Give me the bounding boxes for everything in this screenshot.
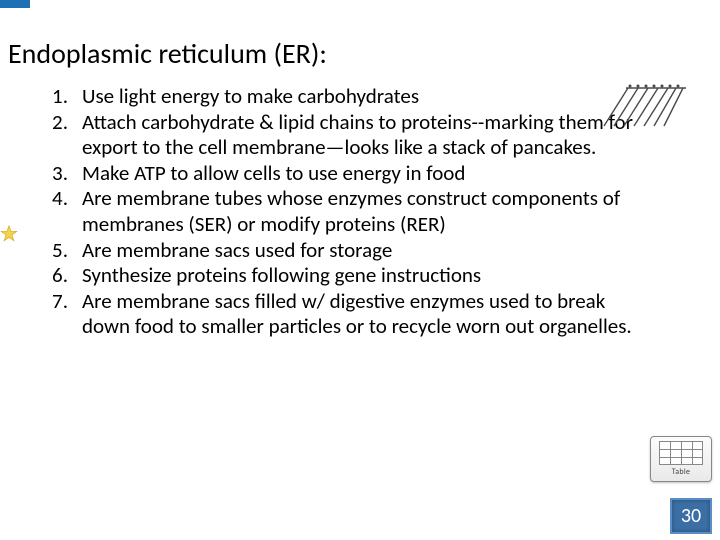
list-text: Are membrane sacs filled w/ digestive en… — [70, 289, 642, 340]
list-text: Use light energy to make carbohydrates — [70, 84, 642, 110]
accent-bar — [0, 0, 30, 8]
list-number: 1. — [42, 84, 70, 110]
list-text: Are membrane sacs used for storage — [70, 238, 642, 264]
table-button[interactable]: Table — [650, 436, 712, 482]
page-number-badge: 30 — [670, 498, 712, 534]
list-item: 1. Use light energy to make carbohydrate… — [42, 84, 642, 110]
table-grid-icon — [659, 441, 703, 465]
list-item: 4. Are membrane tubes whose enzymes cons… — [42, 186, 642, 237]
list-number: 5. — [42, 238, 70, 264]
er-diagram-icon — [568, 82, 688, 128]
list-number: 4. — [42, 186, 70, 212]
list-number: 6. — [42, 263, 70, 289]
list-text: Make ATP to allow cells to use energy in… — [70, 161, 642, 187]
list-number: 3. — [42, 161, 70, 187]
list-item: 2. Attach carbohydrate & lipid chains to… — [42, 110, 642, 161]
list-item: 5. Are membrane sacs used for storage — [42, 238, 642, 264]
definition-list: 1. Use light energy to make carbohydrate… — [42, 84, 642, 340]
table-button-label: Table — [672, 467, 691, 477]
slide-title: Endoplasmic reticulum (ER): — [8, 36, 327, 71]
list-item: 3. Make ATP to allow cells to use energy… — [42, 161, 642, 187]
list-text: Synthesize proteins following gene instr… — [70, 263, 642, 289]
list-item: 6. Synthesize proteins following gene in… — [42, 263, 642, 289]
star-marker-icon — [0, 225, 18, 243]
page-number-text: 30 — [681, 504, 701, 528]
list-item: 7. Are membrane sacs filled w/ digestive… — [42, 289, 642, 340]
list-number: 2. — [42, 110, 70, 136]
list-text: Attach carbohydrate & lipid chains to pr… — [70, 110, 642, 161]
list-text: Are membrane tubes whose enzymes constru… — [70, 186, 642, 237]
list-number: 7. — [42, 289, 70, 315]
